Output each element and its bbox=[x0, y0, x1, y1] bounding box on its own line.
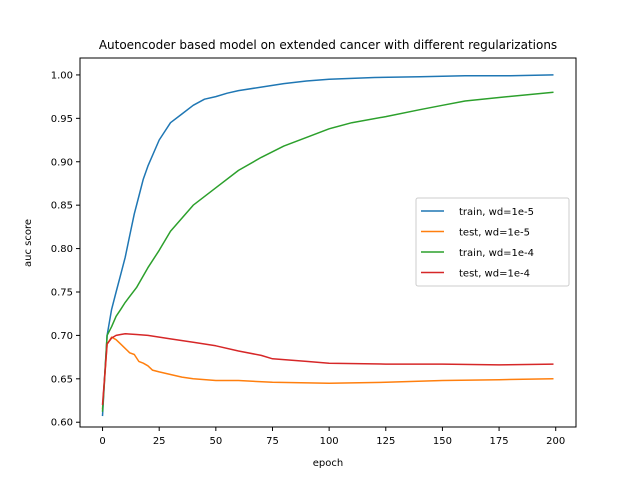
axes-frame bbox=[79, 57, 577, 428]
x-axis-ticks: 0 25 50 75 100 125 150 175 200 bbox=[99, 427, 565, 447]
y-tick-label: 0.60 bbox=[51, 418, 73, 429]
x-tick-label: 75 bbox=[266, 436, 279, 447]
y-tick-label: 0.75 bbox=[51, 287, 73, 298]
series-layer bbox=[101, 74, 554, 417]
y-tick-label: 0.85 bbox=[51, 201, 73, 212]
chart-title: Autoencoder based model on extended canc… bbox=[99, 38, 557, 52]
y-axis-ticks: 0.60 0.65 0.70 0.75 0.80 0.85 0.90 0.95 1.00 bbox=[51, 70, 80, 429]
x-tick-label: 175 bbox=[490, 436, 509, 447]
legend: train, wd=1e-5 test, wd=1e-5 train, wd=1e-… bbox=[415, 197, 570, 287]
series-line-3 bbox=[101, 91, 554, 412]
x-tick-label: 100 bbox=[320, 436, 339, 447]
y-axis-label: auc score bbox=[23, 219, 34, 267]
x-tick-label: 125 bbox=[376, 436, 395, 447]
x-tick-label: 150 bbox=[433, 436, 452, 447]
x-tick-label: 25 bbox=[153, 436, 166, 447]
series-line-4 bbox=[101, 332, 554, 405]
y-tick-label: 0.65 bbox=[51, 374, 73, 385]
x-tick-label: 0 bbox=[99, 436, 105, 447]
y-tick-label: 1.00 bbox=[51, 70, 73, 81]
y-tick-label: 0.95 bbox=[51, 114, 73, 125]
y-tick-label: 0.90 bbox=[51, 157, 73, 168]
legend-label: test, wd=1e-4 bbox=[459, 269, 530, 280]
x-tick-label: 50 bbox=[209, 436, 222, 447]
series-line-1 bbox=[101, 74, 554, 417]
legend-label: train, wd=1e-5 bbox=[459, 207, 534, 218]
series-line-2 bbox=[101, 336, 554, 410]
x-axis-label: epoch bbox=[313, 458, 343, 469]
legend-label: train, wd=1e-4 bbox=[459, 248, 534, 259]
y-tick-label: 0.70 bbox=[51, 331, 73, 342]
y-tick-label: 0.80 bbox=[51, 244, 73, 255]
x-tick-label: 200 bbox=[546, 436, 565, 447]
legend-box bbox=[415, 197, 570, 287]
legend-label: test, wd=1e-5 bbox=[459, 228, 530, 239]
